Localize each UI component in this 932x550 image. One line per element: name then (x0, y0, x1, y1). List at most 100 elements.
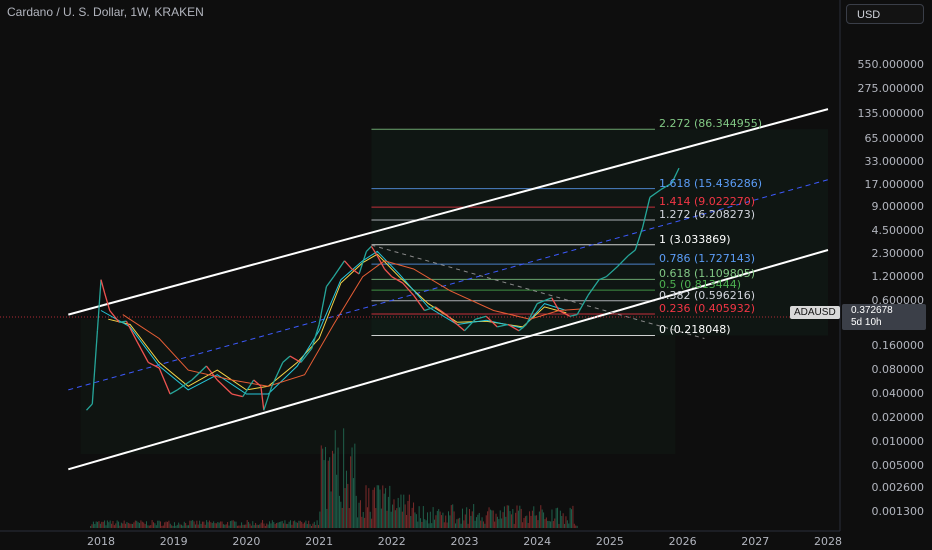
volume-bar (471, 511, 473, 528)
volume-bar (568, 523, 570, 528)
volume-bar (330, 491, 332, 528)
volume-bar (361, 516, 363, 528)
volume-bar (399, 507, 401, 528)
price-segment (424, 306, 436, 312)
fib-price: 0.405932 (698, 302, 751, 316)
fib-ratio: 1.414 (658, 195, 691, 209)
time-axis-tick: 2023 (450, 535, 479, 548)
volume-bar (229, 521, 231, 528)
volume-bar (461, 508, 463, 528)
volume-bar (537, 520, 539, 528)
volume-bar (146, 521, 148, 528)
volume-bar (337, 447, 339, 528)
volume-bar (569, 507, 571, 528)
volume-bar (159, 521, 161, 528)
fib-price: 6.208273 (698, 208, 751, 221)
volume-bar (557, 507, 559, 528)
volume-bar (302, 523, 304, 528)
volume-bar (449, 515, 451, 528)
volume-bar (102, 521, 104, 528)
time-axis-tick: 2020 (232, 535, 261, 548)
volume-bar (477, 514, 479, 528)
price-segment (576, 294, 589, 315)
price-segment (627, 249, 636, 257)
volume-bar (242, 524, 244, 528)
volume-bar (575, 525, 577, 528)
volume-bar (383, 493, 385, 528)
volume-bar (464, 514, 466, 528)
fib-ratio: 1.618 (658, 176, 691, 190)
volume-bar (489, 509, 491, 528)
price-segment (544, 297, 552, 302)
volume-bar (280, 521, 282, 528)
time-axis-tick: 2024 (523, 535, 552, 548)
volume-bar (106, 520, 108, 528)
volume-bar (352, 478, 354, 528)
volume-bar (94, 524, 96, 528)
currency-selector-button[interactable]: USD (846, 4, 924, 24)
bar-countdown: 5d 10h (851, 317, 882, 328)
volume-bar (333, 453, 335, 528)
fib-level-label: 1.618 (15.436286) (658, 176, 763, 190)
price-segment (216, 379, 233, 395)
fib-ratio: 0.618 (658, 267, 691, 281)
volume-bar (519, 505, 521, 528)
volume-bar (438, 509, 440, 528)
volume-bar (213, 521, 215, 528)
fib-level-label: 0.786 (1.727143) (658, 252, 756, 266)
volume-bar (123, 520, 125, 528)
volume-bar (173, 522, 175, 528)
volume-bar (414, 512, 416, 528)
volume-bar (277, 522, 279, 528)
volume-bar (329, 457, 331, 528)
volume-bar (134, 520, 136, 528)
price-segment (671, 167, 680, 184)
last-price-tag: 0.372678 5d 10h (842, 304, 926, 330)
volume-bar (480, 520, 482, 528)
price-segment (641, 197, 651, 228)
volume-bar (308, 520, 310, 528)
volume-bar (345, 470, 347, 528)
volume-bar (393, 499, 395, 528)
volume-bar (266, 523, 268, 528)
price-axis-tick: 0.080000 (871, 363, 925, 377)
price-segment (351, 268, 360, 275)
volume-bar (183, 521, 185, 528)
fib-level-label: 0 (0.218048) (658, 323, 731, 337)
price-segment (242, 379, 255, 397)
price-segment (119, 320, 127, 323)
volume-bar (385, 488, 387, 528)
volume-bar (320, 445, 322, 528)
volume-bar (413, 502, 415, 528)
volume-bar (119, 525, 121, 528)
volume-bar (288, 521, 290, 528)
time-axis-tick: 2018 (87, 535, 115, 548)
price-segment (605, 266, 618, 278)
volume-bar (551, 509, 553, 528)
volume-bar (434, 519, 436, 528)
volume-bar (304, 522, 306, 528)
price-segment (370, 245, 378, 257)
volume-bar (400, 494, 402, 528)
volume-bar (485, 515, 487, 528)
price-axis-tick: 0.160000 (871, 339, 925, 353)
volume-bar (116, 520, 118, 528)
volume-bar (315, 524, 317, 528)
volume-bar (347, 483, 349, 528)
volume-bar (359, 500, 361, 528)
volume-bar (108, 522, 110, 528)
price-segment (148, 361, 160, 369)
moving-average-line (100, 250, 567, 395)
volume-bar (357, 517, 359, 528)
volume-bar (113, 525, 115, 528)
time-axis-tick: 2027 (741, 535, 770, 548)
price-segment (391, 276, 404, 284)
volume-bar (185, 523, 187, 528)
price-segment (86, 403, 93, 411)
volume-bar (234, 521, 236, 528)
volume-bar (133, 522, 135, 528)
volume-bar (411, 507, 413, 528)
volume-bar (165, 521, 167, 528)
volume-bar (294, 520, 296, 528)
